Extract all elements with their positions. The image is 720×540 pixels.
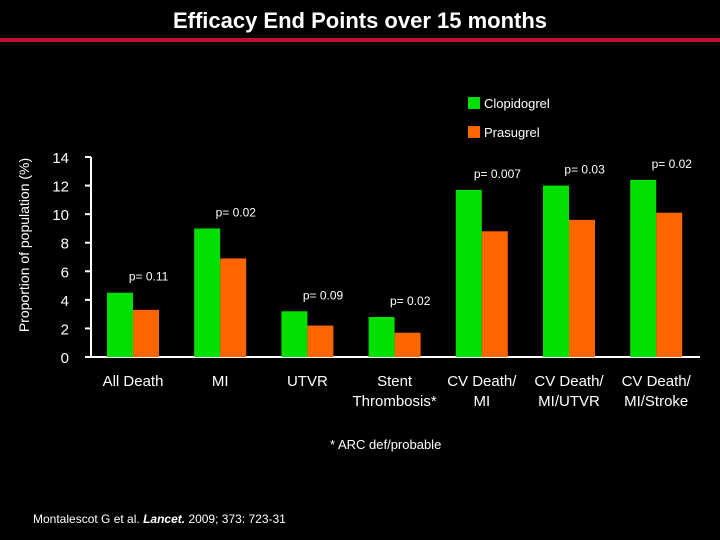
p-value-label: p= 0.09 (303, 288, 344, 302)
citation: Montalescot G et al. Lancet. 2009; 373: … (33, 512, 286, 526)
y-tick-label: 14 (52, 150, 69, 167)
x-category-label: UTVR (287, 373, 328, 390)
x-category-label: CV Death/ (534, 373, 604, 390)
x-category-label: Stent (377, 373, 413, 390)
y-tick-label: 2 (61, 321, 69, 338)
bar-clopidogrel-1 (194, 228, 221, 357)
y-tick-label: 10 (52, 207, 69, 224)
p-value-label: p= 0.02 (216, 205, 257, 219)
chart-title: Efficacy End Points over 15 months (172, 8, 548, 33)
citation-details: 2009; 373: 723-31 (185, 512, 286, 526)
x-category-label: CV Death/ (622, 373, 692, 390)
bar-prasugrel-4 (481, 231, 508, 357)
bar-clopidogrel-5 (543, 185, 569, 357)
legend-label-prasugrel: Prasugrel (484, 124, 540, 140)
legend-swatch-prasugrel (468, 126, 480, 138)
citation-authors: Montalescot G et al. (33, 512, 144, 526)
bar-prasugrel-5 (569, 219, 595, 357)
footnote: * ARC def/probable (330, 437, 442, 452)
bar-clopidogrel-0 (107, 292, 133, 357)
legend-label-clopidogrel: Clopidogrel (484, 95, 550, 111)
p-value-label: p= 0.02 (652, 157, 693, 171)
bar-prasugrel-3 (394, 332, 421, 357)
y-tick-label: 0 (61, 350, 69, 367)
p-value-label: p= 0.007 (474, 167, 521, 181)
legend-item-prasugrel: Prasugrel (468, 124, 550, 140)
x-category-label: MI/UTVR (538, 393, 600, 410)
legend-item-clopidogrel: Clopidogrel (468, 95, 550, 111)
x-category-label: MI/Stroke (624, 393, 688, 410)
title-underline (0, 38, 720, 42)
x-category-label: MI (473, 393, 490, 410)
bar-prasugrel-0 (133, 309, 159, 357)
legend-swatch-clopidogrel (468, 97, 480, 109)
y-tick-label: 8 (61, 236, 69, 253)
y-tick-label: 12 (52, 179, 69, 196)
bar-clopidogrel-2 (281, 311, 308, 357)
x-category-label: Thrombosis* (352, 393, 436, 410)
x-category-label: All Death (103, 373, 164, 390)
p-value-label: p= 0.03 (564, 163, 605, 177)
bar-clopidogrel-6 (630, 179, 657, 357)
x-category-label: CV Death/ (447, 373, 517, 390)
legend: Clopidogrel Prasugrel (468, 95, 550, 153)
p-value-label: p= 0.11 (129, 270, 169, 284)
y-tick-label: 4 (61, 293, 69, 310)
p-value-label: p= 0.02 (390, 294, 431, 308)
x-category-label: MI (212, 373, 229, 390)
y-tick-label: 6 (61, 264, 69, 281)
bar-clopidogrel-3 (368, 317, 395, 357)
citation-journal: Lancet. (143, 512, 186, 526)
bar-prasugrel-6 (656, 212, 683, 357)
bar-clopidogrel-4 (455, 189, 482, 357)
bar-prasugrel-1 (220, 258, 247, 357)
bar-prasugrel-2 (307, 325, 334, 357)
